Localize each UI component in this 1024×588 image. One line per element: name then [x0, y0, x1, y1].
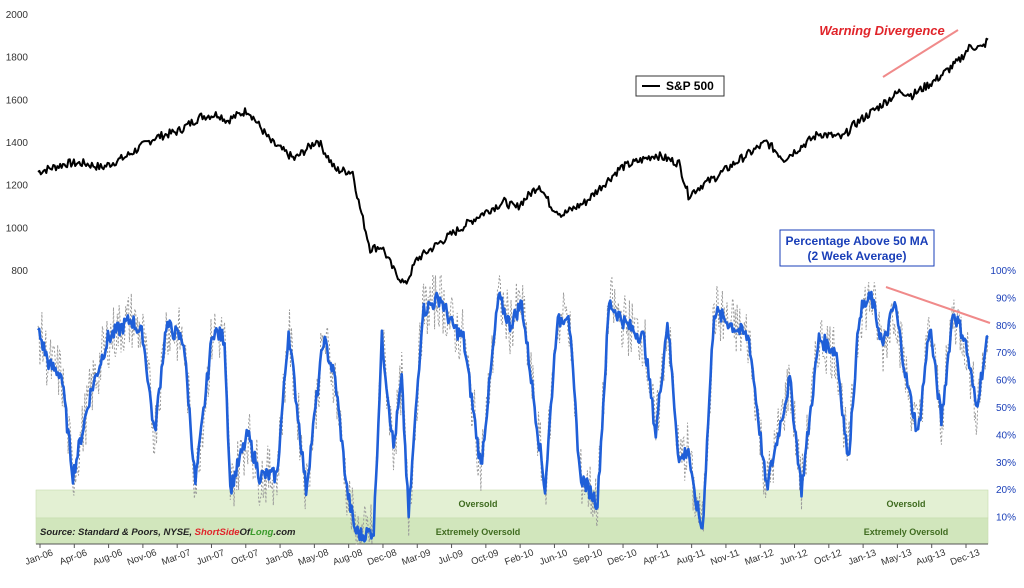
x-tick-label: Jun-07 — [195, 548, 226, 568]
right-tick-label: 70% — [996, 348, 1016, 359]
x-tick-label: Aug-06 — [91, 547, 124, 568]
x-tick-label: Dec-13 — [949, 547, 982, 568]
right-tick-label: 80% — [996, 321, 1016, 332]
pct-above-50ma-line — [37, 290, 989, 543]
warning-divergence-label: Warning Divergence — [819, 23, 944, 38]
x-tick-label: Jan-08 — [264, 548, 295, 568]
left-tick-label: 2000 — [6, 10, 29, 21]
right-tick-label: 60% — [996, 376, 1016, 387]
x-tick-label: Jun-12 — [778, 548, 809, 568]
x-tick-label: Nov-06 — [126, 547, 159, 568]
source-prefix: Source: Standard & Poors, NYSE, — [40, 527, 195, 538]
brand-short: Short — [195, 527, 221, 538]
right-tick-label: 30% — [996, 458, 1016, 469]
x-tick-label: Mar-12 — [743, 547, 775, 568]
x-tick-label: Nov-11 — [709, 547, 741, 568]
x-tick-label: May-08 — [297, 547, 331, 568]
left-tick-label: 1600 — [6, 95, 29, 106]
source-note: Source: Standard & Poors, NYSE, ShortSid… — [40, 527, 296, 538]
x-tick-label: Aug-13 — [915, 547, 948, 568]
x-tick-label: Sep-10 — [572, 547, 605, 568]
brand-suffix: .com — [273, 527, 296, 538]
legend-box — [635, 75, 725, 97]
right-tick-label: 90% — [996, 293, 1016, 304]
right-tick-label: 50% — [996, 403, 1016, 414]
extremely-oversold-zone — [35, 517, 989, 545]
left-tick-label: 1000 — [6, 223, 29, 234]
brand-side: Side — [219, 527, 240, 538]
x-tick-label: Oct-07 — [230, 548, 261, 568]
pct-title-line1: Percentage Above 50 MA — [786, 234, 929, 248]
x-tick-label: Apr-11 — [642, 548, 672, 568]
extremely-oversold-label-left: Extremely Oversold — [436, 527, 521, 537]
left-tick-label: 1200 — [6, 181, 29, 192]
left-tick-label: 1400 — [6, 138, 29, 149]
pct-divergence-trendline — [885, 286, 991, 324]
x-tick-label: Jan-06 — [24, 548, 55, 568]
x-tick-label: Oct-09 — [470, 548, 501, 568]
right-tick-label: 20% — [996, 485, 1016, 496]
x-tick-label: Mar-07 — [160, 547, 192, 568]
left-tick-label: 800 — [11, 266, 28, 277]
x-tick-label: Oct-12 — [813, 548, 844, 568]
left-tick-label: 1800 — [6, 53, 29, 64]
right-axis: 10% 20% 30% 40% 50% 60% 70% 80% 90% 100% — [990, 266, 1016, 524]
oversold-label-right: Oversold — [886, 499, 925, 509]
x-tick-label: Aug-08 — [332, 547, 365, 568]
x-tick-label: Dec-08 — [366, 547, 399, 568]
right-tick-label: 40% — [996, 430, 1016, 441]
spx-line — [37, 37, 989, 285]
oversold-label-left: Oversold — [458, 499, 497, 509]
x-tick-label: Apr-06 — [58, 548, 89, 568]
pct-title-box — [779, 229, 935, 267]
brand-long: Long — [250, 527, 273, 538]
left-axis: 800 1000 1200 1400 1600 1800 2000 — [6, 10, 29, 277]
x-tick-label: Aug-11 — [675, 547, 707, 568]
x-tick-label: Mar-09 — [400, 547, 432, 568]
x-tick-label: Jul-09 — [437, 548, 465, 567]
extremely-oversold-label-right: Extremely Oversold — [864, 527, 949, 537]
pct-title-line2: (2 Week Average) — [808, 249, 907, 263]
x-axis: Jan-06 Apr-06 Aug-06 Nov-06 Mar-07 Jun-07 Oct-… — [24, 544, 982, 568]
right-tick-label: 10% — [996, 513, 1016, 524]
pct-raw-dotted-line — [37, 275, 989, 545]
x-tick-label: Feb-10 — [503, 547, 535, 568]
legend-label: S&P 500 — [666, 79, 714, 93]
brand-of: Of — [240, 527, 251, 538]
x-tick-label: Jan-13 — [847, 548, 878, 568]
oversold-zone — [35, 489, 989, 519]
x-tick-label: Jun-10 — [538, 548, 569, 568]
right-tick-label: 100% — [990, 266, 1016, 277]
x-tick-label: May-13 — [880, 547, 914, 568]
x-tick-label: Dec-10 — [606, 547, 639, 568]
spx-divergence-trendline — [882, 29, 959, 78]
